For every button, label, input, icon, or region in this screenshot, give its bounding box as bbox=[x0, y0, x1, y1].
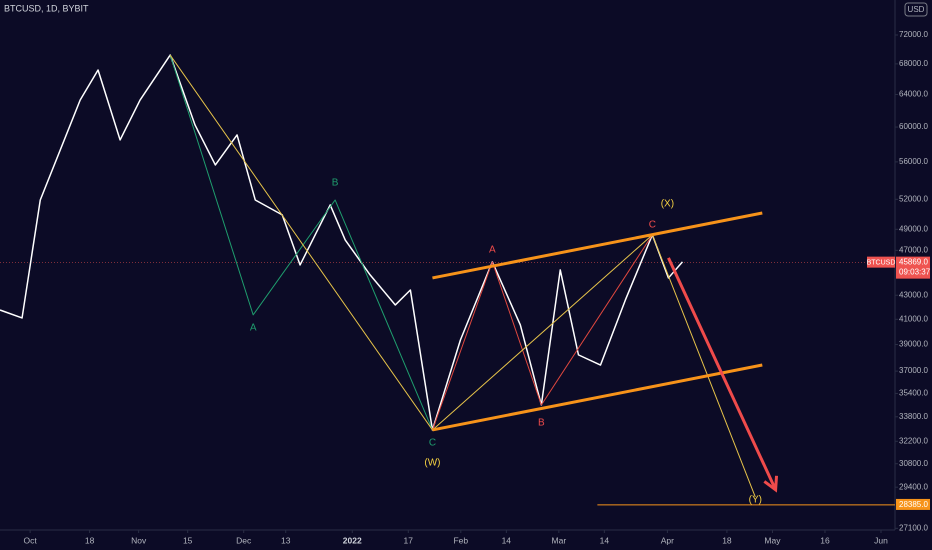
wave-line bbox=[432, 211, 763, 280]
y-tick-label: 35400.0 bbox=[899, 389, 928, 398]
wave-label: A bbox=[489, 245, 496, 256]
x-tick-label: 18 bbox=[722, 535, 732, 545]
y-tick-label: 64000.0 bbox=[899, 90, 928, 99]
symbol-badge bbox=[867, 256, 895, 268]
x-tick-label: 16 bbox=[820, 535, 830, 545]
x-tick-label: Mar bbox=[552, 535, 567, 545]
x-tick-label: Apr bbox=[661, 535, 674, 545]
y-tick-label: 60000.0 bbox=[899, 122, 928, 131]
x-tick-label: 14 bbox=[502, 535, 512, 545]
price-badge bbox=[896, 498, 930, 510]
price-label: 28385.0 bbox=[899, 500, 928, 509]
x-tick-label: 15 bbox=[183, 535, 193, 545]
y-tick-label: 37000.0 bbox=[899, 366, 928, 375]
x-tick-label: 14 bbox=[600, 535, 610, 545]
wave-label: (X) bbox=[661, 199, 674, 210]
x-tick-label: Feb bbox=[453, 535, 468, 545]
y-tick-label: 47000.0 bbox=[899, 245, 928, 254]
y-tick-label: 41000.0 bbox=[899, 314, 928, 323]
currency[interactable]: USD bbox=[908, 5, 925, 14]
wave-label: B bbox=[538, 418, 545, 429]
wave-label: A bbox=[250, 323, 257, 334]
wave-line bbox=[0, 54, 684, 431]
wave-line bbox=[432, 363, 763, 432]
x-tick-label: Oct bbox=[23, 535, 37, 545]
x-tick-label: May bbox=[764, 535, 781, 545]
y-tick-label: 39000.0 bbox=[899, 340, 928, 349]
wave-line bbox=[169, 54, 433, 431]
y-tick-label: 33800.0 bbox=[899, 412, 928, 421]
x-tick-label: Nov bbox=[131, 535, 147, 545]
x-tick-label: Jun bbox=[874, 535, 888, 545]
wave-label: (Y) bbox=[749, 495, 762, 506]
currency-box[interactable] bbox=[904, 2, 928, 17]
chart-title: BTCUSD, 1D, BYBIT bbox=[4, 3, 89, 13]
y-tick-label: 30800.0 bbox=[899, 459, 928, 468]
y-tick-label: 68000.0 bbox=[899, 59, 928, 68]
arrow-head bbox=[763, 475, 779, 493]
wave-line bbox=[169, 54, 756, 498]
symbol-label: BTCUSD bbox=[867, 259, 896, 266]
y-tick-label: 29400.0 bbox=[899, 482, 928, 491]
wave-label: (W) bbox=[424, 458, 440, 469]
y-tick-label: 52000.0 bbox=[899, 194, 928, 203]
x-tick-label: 17 bbox=[404, 535, 414, 545]
x-tick-label: 2022 bbox=[343, 535, 362, 545]
price-label: 45869.0 bbox=[899, 258, 928, 267]
wave-line bbox=[667, 257, 777, 491]
wave-label: C bbox=[649, 220, 656, 231]
y-tick-label: 43000.0 bbox=[899, 290, 928, 299]
y-tick-label: 27100.0 bbox=[899, 523, 928, 532]
x-tick-label: 13 bbox=[281, 535, 291, 545]
x-tick-label: Dec bbox=[236, 535, 252, 545]
wave-line bbox=[431, 234, 653, 431]
y-tick-label: 32200.0 bbox=[899, 436, 928, 445]
price-badge bbox=[896, 256, 930, 279]
countdown: 09:03:37 bbox=[899, 268, 931, 277]
x-tick-label: 18 bbox=[85, 535, 95, 545]
wave-label: C bbox=[429, 437, 436, 448]
wave-label: B bbox=[332, 178, 339, 189]
y-tick-label: 49000.0 bbox=[899, 224, 928, 233]
y-tick-label: 72000.0 bbox=[899, 30, 928, 39]
y-tick-label: 56000.0 bbox=[899, 157, 928, 166]
